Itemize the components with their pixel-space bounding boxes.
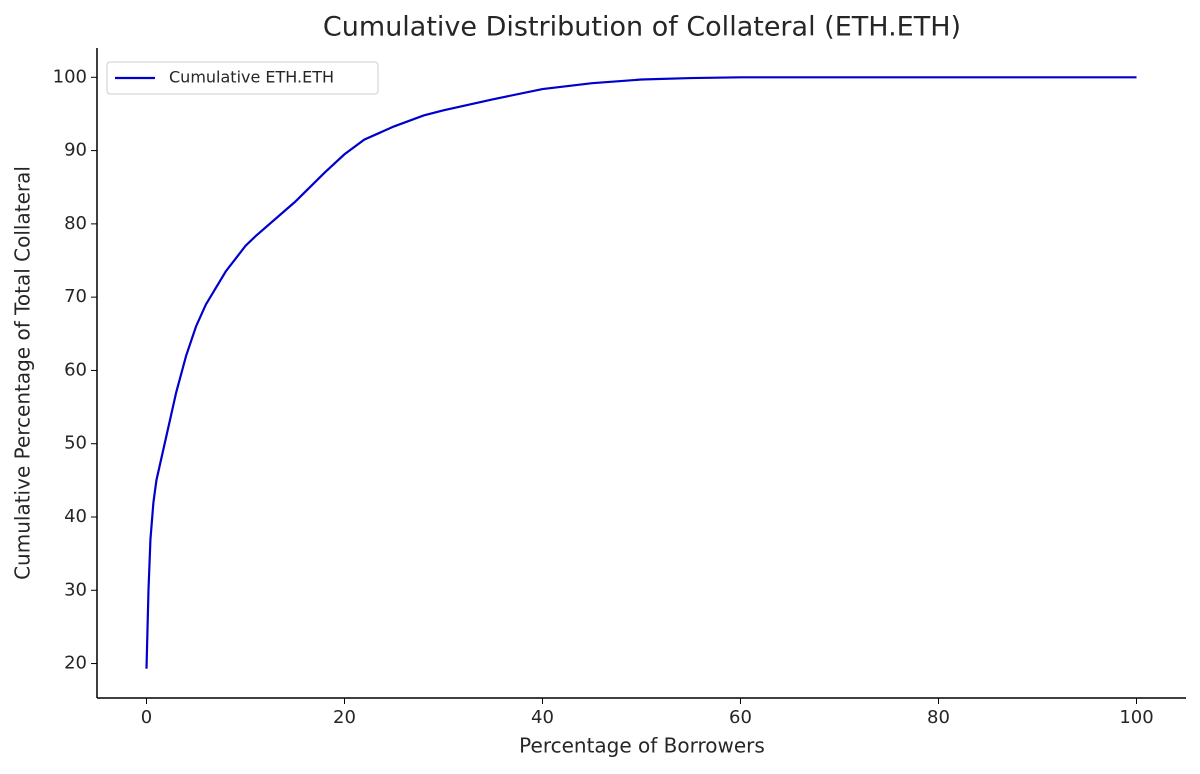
chart-title: Cumulative Distribution of Collateral (E… bbox=[323, 12, 961, 43]
y-tick-label: 50 bbox=[64, 433, 87, 454]
y-tick-label: 60 bbox=[64, 359, 87, 380]
y-tick-label: 20 bbox=[64, 653, 87, 674]
y-tick-label: 70 bbox=[64, 286, 87, 307]
legend-box bbox=[106, 61, 379, 95]
y-tick-label: 40 bbox=[64, 506, 87, 527]
x-tick-label: 100 bbox=[1119, 707, 1153, 728]
x-tick-label: 60 bbox=[729, 707, 752, 728]
y-tick-label: 90 bbox=[64, 140, 87, 161]
x-tick-label: 0 bbox=[141, 707, 152, 728]
x-tick-label: 40 bbox=[531, 707, 554, 728]
y-tick-label: 100 bbox=[53, 66, 87, 87]
x-tick-label: 20 bbox=[333, 707, 356, 728]
y-axis-label: Cumulative Percentage of Total Collatera… bbox=[11, 166, 35, 580]
x-tick-label: 80 bbox=[927, 707, 950, 728]
y-tick-label: 80 bbox=[64, 213, 87, 234]
x-axis-label: Percentage of Borrowers bbox=[519, 734, 765, 758]
y-tick-label: 30 bbox=[64, 579, 87, 600]
line bbox=[145, 76, 1137, 669]
legend-label: Cumulative ETH.ETH bbox=[169, 68, 334, 87]
